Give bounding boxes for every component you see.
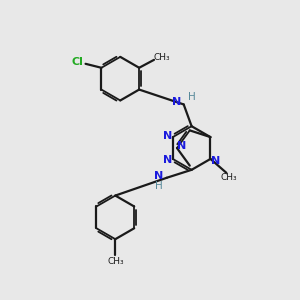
Text: N: N (172, 98, 182, 107)
Text: Cl: Cl (72, 57, 84, 67)
Text: N: N (163, 155, 172, 165)
Text: CH₃: CH₃ (221, 173, 238, 182)
Text: H: H (188, 92, 196, 101)
Text: H: H (155, 181, 163, 191)
Text: CH₃: CH₃ (107, 257, 124, 266)
Text: N: N (163, 131, 172, 141)
Text: N: N (177, 141, 187, 151)
Text: N: N (211, 156, 220, 166)
Text: CH₃: CH₃ (154, 53, 170, 62)
Text: N: N (154, 171, 164, 181)
